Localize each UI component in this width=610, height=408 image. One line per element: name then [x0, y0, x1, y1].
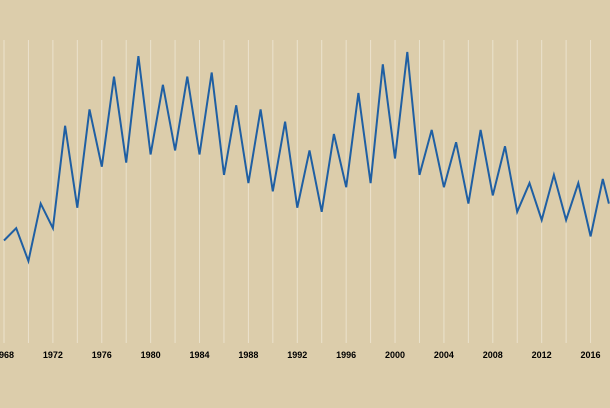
series-line [3, 51, 610, 265]
x-axis-tick-labels: 1968 1972 1976 1980 1984 1988 1992 1996 2000 2004… [0, 350, 601, 360]
x-tick-label: 2012 [532, 350, 552, 360]
x-tick-label: 2016 [581, 350, 601, 360]
x-tick-label: 1980 [141, 350, 161, 360]
x-tick-label: 2004 [434, 350, 454, 360]
x-tick-label: 1968 [0, 350, 14, 360]
x-tick-label: 1988 [238, 350, 258, 360]
x-tick-label: 2000 [385, 350, 405, 360]
gridlines [3, 40, 592, 343]
x-tick-label: 1984 [190, 350, 210, 360]
x-tick-label: 1972 [43, 350, 63, 360]
x-tick-label: 1996 [336, 350, 356, 360]
x-tick-label: 1992 [287, 350, 307, 360]
x-tick-label: 1976 [92, 350, 112, 360]
x-tick-label: 2008 [483, 350, 503, 360]
